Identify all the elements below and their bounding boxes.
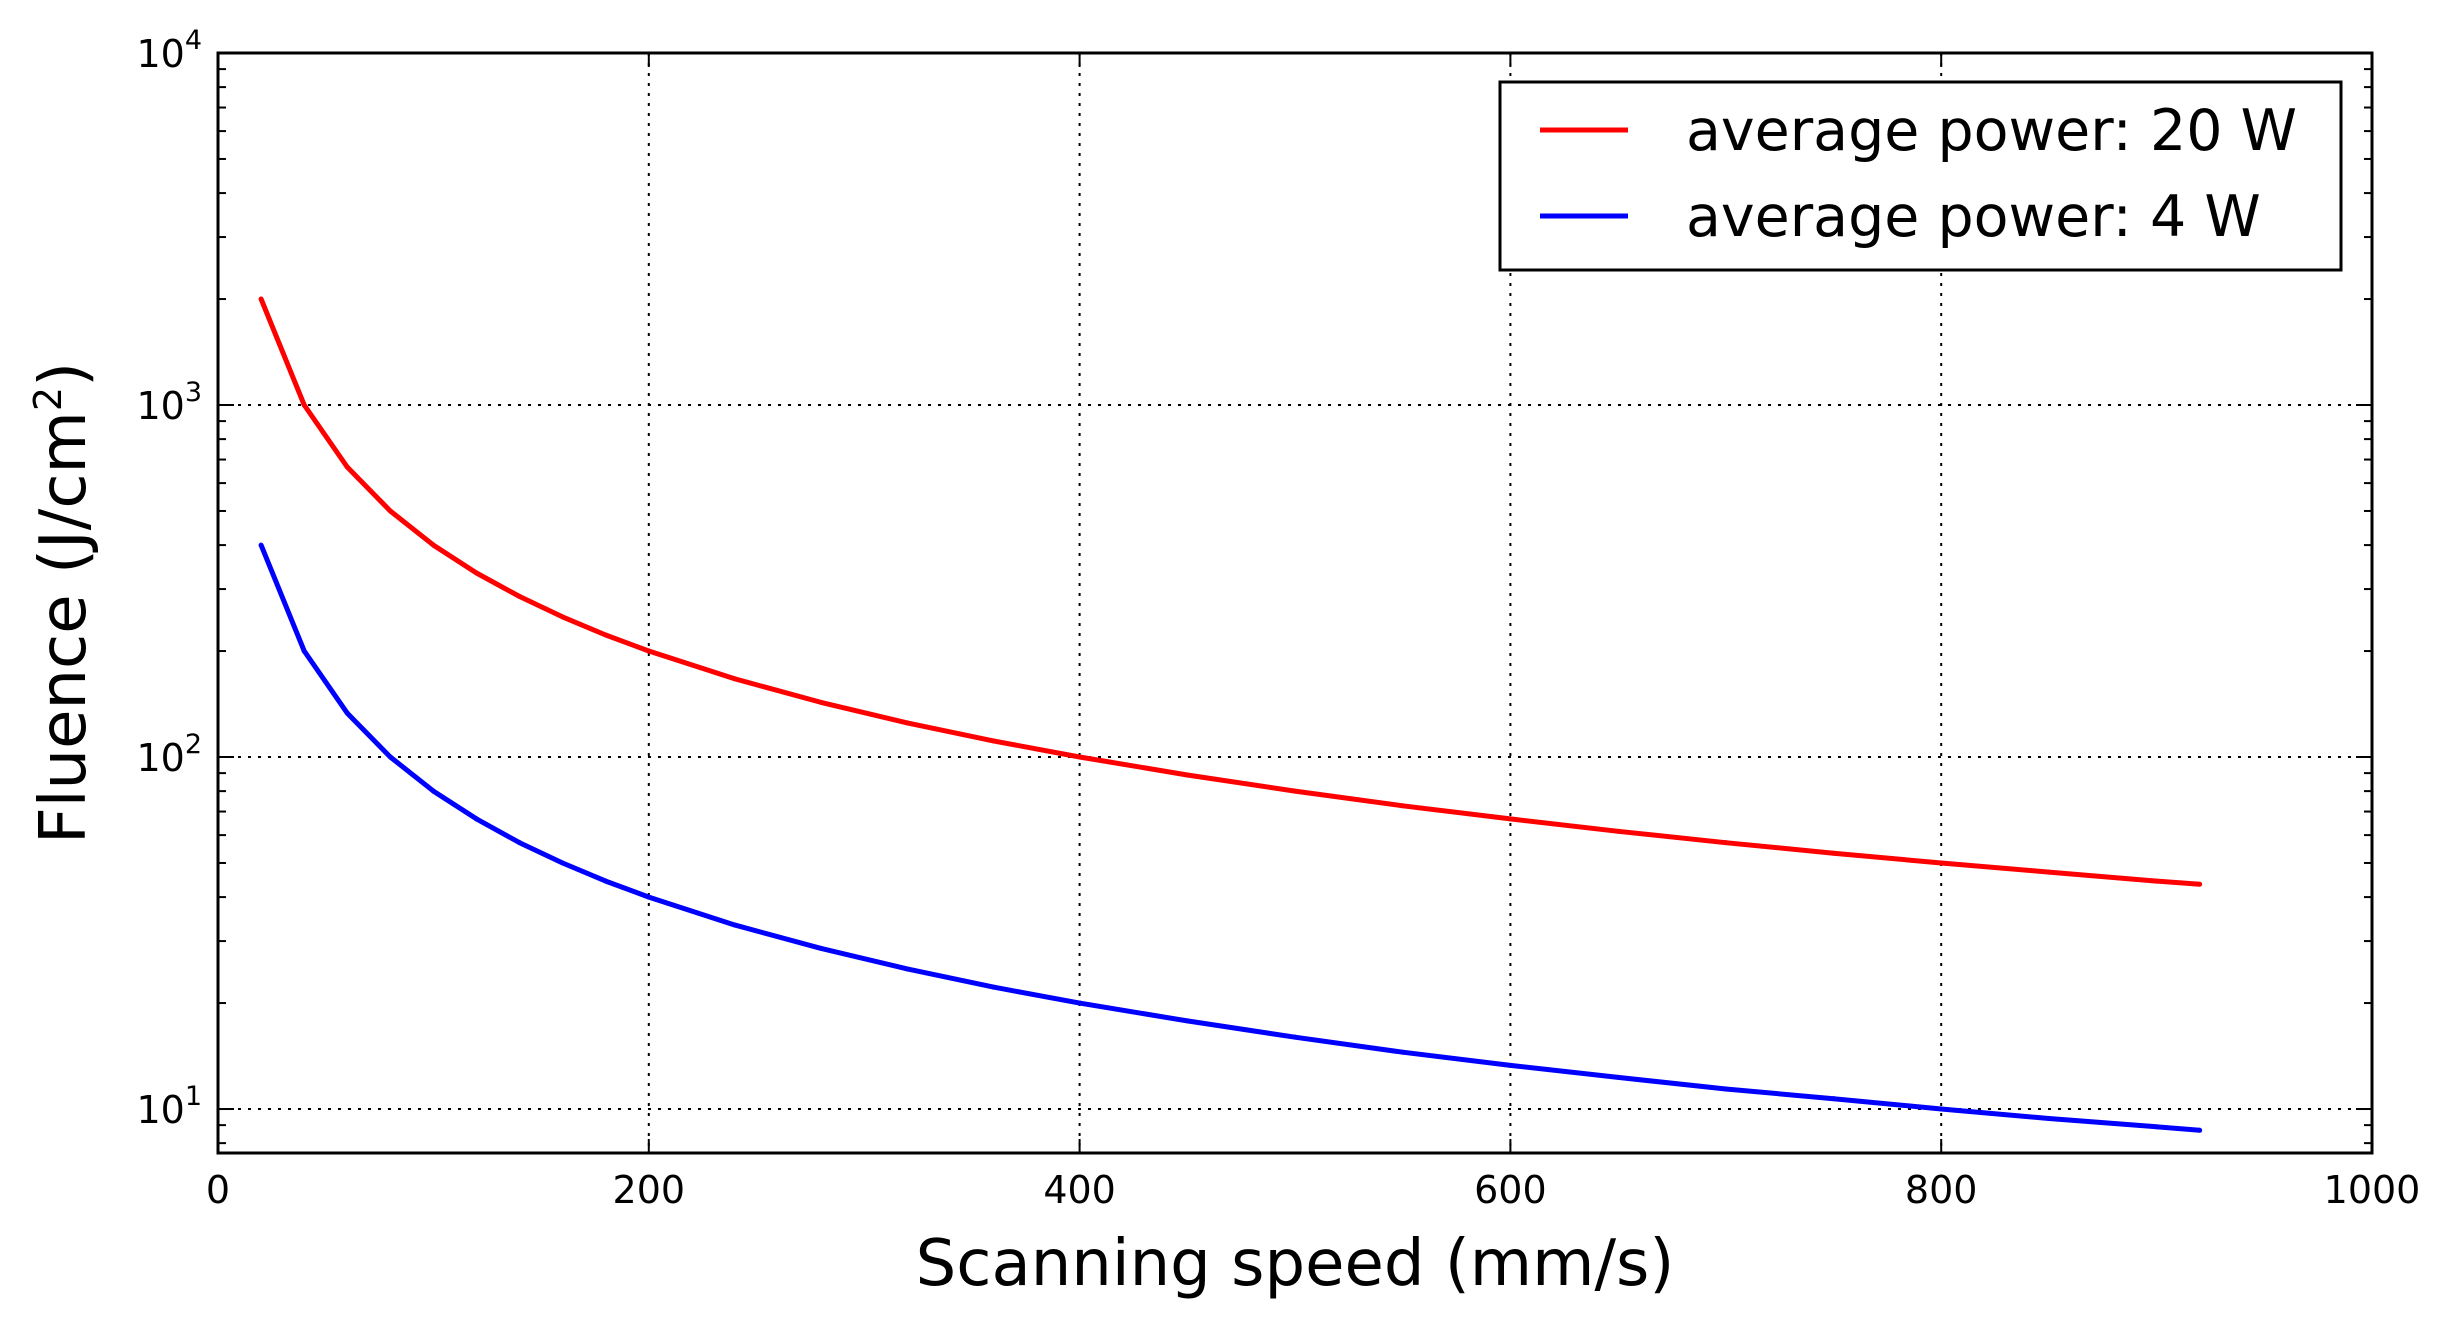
series-point — [1077, 754, 1083, 760]
series-point — [1615, 828, 1621, 834]
series-point — [1938, 860, 1944, 866]
x-tick-label: 400 — [1043, 1168, 1116, 1212]
series-point — [1507, 816, 1513, 822]
series-point — [344, 464, 350, 470]
x-tick-label: 200 — [613, 1168, 686, 1212]
legend-label-20w: average power: 20 W — [1686, 98, 2297, 164]
series-point — [603, 632, 609, 638]
series-point — [1292, 1034, 1298, 1040]
legend-label-4w: average power: 4 W — [1686, 184, 2261, 250]
series-point — [1184, 1018, 1190, 1024]
y-tick-base: 10 — [136, 32, 184, 76]
series-line-4w — [258, 544, 2200, 1133]
y-tick-base: 10 — [136, 736, 184, 780]
series-point — [904, 720, 910, 726]
y-tick-label: 103 — [136, 377, 202, 428]
series-point — [1507, 1062, 1513, 1068]
series-point — [603, 878, 609, 884]
y-tick-exponent: 3 — [185, 377, 202, 408]
x-axis-ticks: 0 200 400 600 800 1000 — [206, 53, 2420, 1212]
series-point — [646, 648, 652, 654]
series-point — [732, 922, 738, 928]
y-tick-exponent: 1 — [185, 1081, 202, 1112]
series-point — [1831, 850, 1836, 856]
series-point — [258, 542, 264, 548]
x-tick-label: 0 — [206, 1168, 230, 1212]
series-point — [2046, 869, 2052, 875]
series-point — [1615, 1074, 1621, 1080]
series-point — [904, 966, 910, 972]
plot-frame — [216, 51, 2374, 1155]
grid-lines — [218, 53, 2372, 1153]
series-point — [301, 648, 307, 654]
legend-box — [1498, 80, 2343, 272]
legend: average power: 20 W average power: 4 W — [1498, 80, 2343, 272]
y-tick-base: 10 — [136, 384, 184, 428]
x-tick-label: 600 — [1474, 1168, 1547, 1212]
series-point — [1938, 1106, 1944, 1112]
series-point — [258, 296, 264, 302]
series-point — [1292, 788, 1298, 794]
series-point — [387, 508, 393, 514]
series-point — [517, 594, 523, 600]
series-lines — [258, 296, 2203, 1133]
series-point — [990, 984, 996, 990]
series-point — [430, 542, 436, 548]
y-axis-title-base: Fluence (J/cm — [27, 411, 101, 844]
series-point — [2046, 1115, 2052, 1121]
y-tick-label: 102 — [136, 729, 202, 780]
x-axis-title: Scanning speed (mm/s) — [916, 1227, 1675, 1301]
series-point — [387, 754, 393, 760]
x-tick-label: 1000 — [2324, 1168, 2421, 1212]
series-point — [646, 894, 652, 900]
series-point — [818, 699, 824, 705]
series-point — [517, 840, 523, 846]
series-point — [1831, 1096, 1836, 1102]
series-point — [2154, 1124, 2160, 1130]
series-line-20w — [258, 298, 2200, 887]
y-axis-title: Fluence (J/cm2) — [26, 362, 101, 844]
series-point — [1400, 803, 1406, 809]
series-point — [2197, 881, 2203, 887]
series-point — [473, 816, 479, 822]
series-point — [1077, 1000, 1083, 1006]
series-point — [301, 402, 307, 408]
series-point — [430, 788, 436, 794]
y-tick-base: 10 — [136, 1088, 184, 1132]
series-point — [560, 614, 566, 620]
series-point — [2197, 1127, 2203, 1133]
y-tick-exponent: 2 — [185, 729, 202, 760]
y-axis-title-superscript: 2 — [26, 387, 70, 411]
series-point — [1400, 1049, 1406, 1055]
series-point — [1184, 772, 1190, 778]
y-tick-exponent: 4 — [185, 25, 202, 56]
series-point — [990, 738, 996, 744]
x-tick-label: 800 — [1905, 1168, 1978, 1212]
y-tick-label: 104 — [136, 25, 202, 76]
series-point — [560, 860, 566, 866]
series-point — [732, 676, 738, 682]
series-point — [1723, 1086, 1729, 1092]
series-point — [1723, 840, 1729, 846]
y-tick-label: 101 — [136, 1081, 202, 1132]
series-point — [473, 570, 479, 576]
series-point — [344, 710, 350, 716]
y-axis-title-close: ) — [27, 362, 101, 387]
series-point — [2154, 878, 2160, 884]
series-point — [818, 945, 824, 951]
